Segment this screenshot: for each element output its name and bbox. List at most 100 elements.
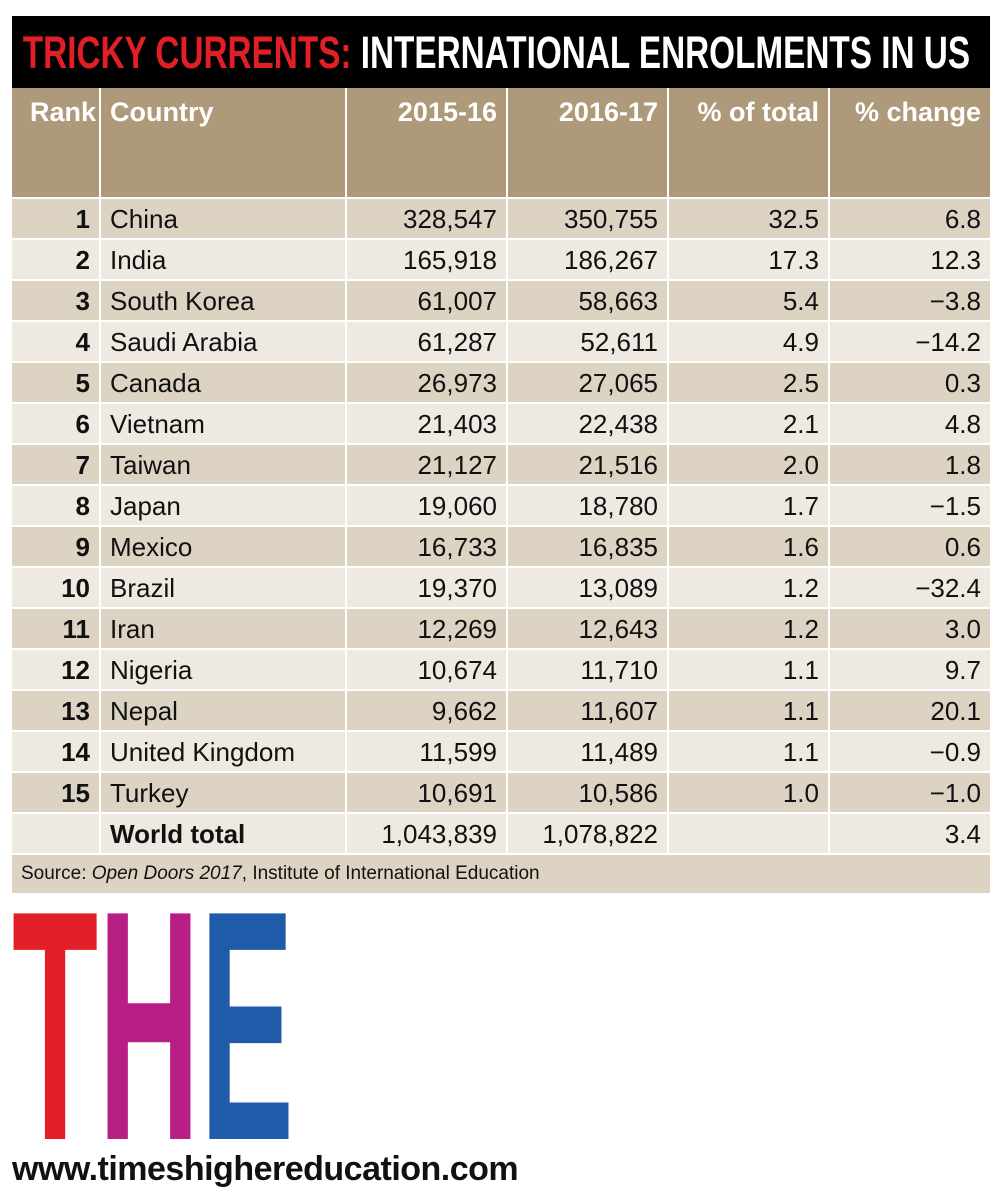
cell-2016-17: 27,065 [508,363,669,404]
page-title: TRICKY CURRENTS: INTERNATIONAL ENROLMENT… [23,30,970,75]
cell-2015-16: 328,547 [347,199,508,240]
cell-share: 1.2 [669,568,830,609]
column-header-2015-16: 2015-16 [347,88,508,199]
cell-share: 2.0 [669,445,830,486]
cell-2016-17: 18,780 [508,486,669,527]
cell-country: Canada [101,363,347,404]
cell-rank: 14 [12,732,101,773]
cell-2015-16: 16,733 [347,527,508,568]
cell-country: World total [101,814,347,855]
cell-2016-17: 11,489 [508,732,669,773]
column-header-rank: Rank [12,88,101,199]
cell-share: 4.9 [669,322,830,363]
table-row: 4 Saudi Arabia 61,287 52,611 4.9 −14.2 [12,322,990,363]
cell-rank: 11 [12,609,101,650]
website-url[interactable]: www.timeshighereducation.com [12,1150,519,1188]
cell-rank: 8 [12,486,101,527]
cell-rank: 15 [12,773,101,814]
cell-change: −0.9 [830,732,990,773]
cell-2015-16: 9,662 [347,691,508,732]
cell-share: 1.7 [669,486,830,527]
cell-2016-17: 13,089 [508,568,669,609]
cell-share: 5.4 [669,281,830,322]
column-header-share: % of total [669,88,830,199]
table-row: 11 Iran 12,269 12,643 1.2 3.0 [12,609,990,650]
cell-rank: 4 [12,322,101,363]
table-row: 2 India 165,918 186,267 17.3 12.3 [12,240,990,281]
cell-2016-17: 58,663 [508,281,669,322]
table-row: 10 Brazil 19,370 13,089 1.2 −32.4 [12,568,990,609]
source-rest: , Institute of International Education [241,863,540,884]
cell-2015-16: 1,043,839 [347,814,508,855]
cell-country: Vietnam [101,404,347,445]
table-row: 13 Nepal 9,662 11,607 1.1 20.1 [12,691,990,732]
cell-rank: 2 [12,240,101,281]
title-bar: TRICKY CURRENTS: INTERNATIONAL ENROLMENT… [12,16,990,88]
cell-country: Nigeria [101,650,347,691]
cell-2015-16: 21,403 [347,404,508,445]
cell-2016-17: 52,611 [508,322,669,363]
cell-2015-16: 10,691 [347,773,508,814]
cell-country: Taiwan [101,445,347,486]
cell-change: −32.4 [830,568,990,609]
cell-2015-16: 11,599 [347,732,508,773]
cell-change: 0.3 [830,363,990,404]
cell-country: Saudi Arabia [101,322,347,363]
cell-2016-17: 22,438 [508,404,669,445]
table-row: 6 Vietnam 21,403 22,438 2.1 4.8 [12,404,990,445]
cell-rank: 3 [12,281,101,322]
column-header-country: Country [101,88,347,199]
cell-rank: 5 [12,363,101,404]
source-prefix: Source: [21,863,92,884]
cell-country: India [101,240,347,281]
table-row: 12 Nigeria 10,674 11,710 1.1 9.7 [12,650,990,691]
cell-rank: 9 [12,527,101,568]
cell-rank: 13 [12,691,101,732]
cell-2015-16: 165,918 [347,240,508,281]
enrolment-table: Rank Country 2015-16 2016-17 % of total … [12,88,990,893]
the-logo: THE [12,906,294,1141]
cell-share: 2.5 [669,363,830,404]
cell-country: South Korea [101,281,347,322]
cell-2015-16: 19,060 [347,486,508,527]
cell-share: 17.3 [669,240,830,281]
cell-country: Iran [101,609,347,650]
cell-2015-16: 19,370 [347,568,508,609]
cell-rank [12,814,101,855]
cell-change: −1.0 [830,773,990,814]
table-row: 8 Japan 19,060 18,780 1.7 −1.5 [12,486,990,527]
cell-share: 32.5 [669,199,830,240]
table-row: 14 United Kingdom 11,599 11,489 1.1 −0.9 [12,732,990,773]
cell-change: 9.7 [830,650,990,691]
cell-2015-16: 21,127 [347,445,508,486]
cell-2016-17: 11,607 [508,691,669,732]
cell-share: 1.2 [669,609,830,650]
logo-letter: H [98,906,200,1141]
cell-country: Mexico [101,527,347,568]
cell-share: 1.1 [669,691,830,732]
cell-2015-16: 10,674 [347,650,508,691]
cell-rank: 10 [12,568,101,609]
cell-2016-17: 12,643 [508,609,669,650]
cell-country: Nepal [101,691,347,732]
cell-share: 1.1 [669,732,830,773]
cell-share: 2.1 [669,404,830,445]
cell-2016-17: 186,267 [508,240,669,281]
source-note: Source: Open Doors 2017, Institute of In… [12,855,990,893]
cell-country: Brazil [101,568,347,609]
the-logo-text: THE [12,906,294,1141]
cell-2016-17: 21,516 [508,445,669,486]
cell-country: China [101,199,347,240]
cell-change: 12.3 [830,240,990,281]
cell-change: −3.8 [830,281,990,322]
header-row: Rank Country 2015-16 2016-17 % of total … [12,88,990,199]
cell-2015-16: 61,007 [347,281,508,322]
table-body: 1 China 328,547 350,755 32.5 6.8 2 India 165,918… [12,199,990,855]
cell-2016-17: 10,586 [508,773,669,814]
cell-2016-17: 1,078,822 [508,814,669,855]
cell-change: 20.1 [830,691,990,732]
cell-share: 1.6 [669,527,830,568]
cell-change: 4.8 [830,404,990,445]
table-row: 3 South Korea 61,007 58,663 5.4 −3.8 [12,281,990,322]
cell-rank: 12 [12,650,101,691]
